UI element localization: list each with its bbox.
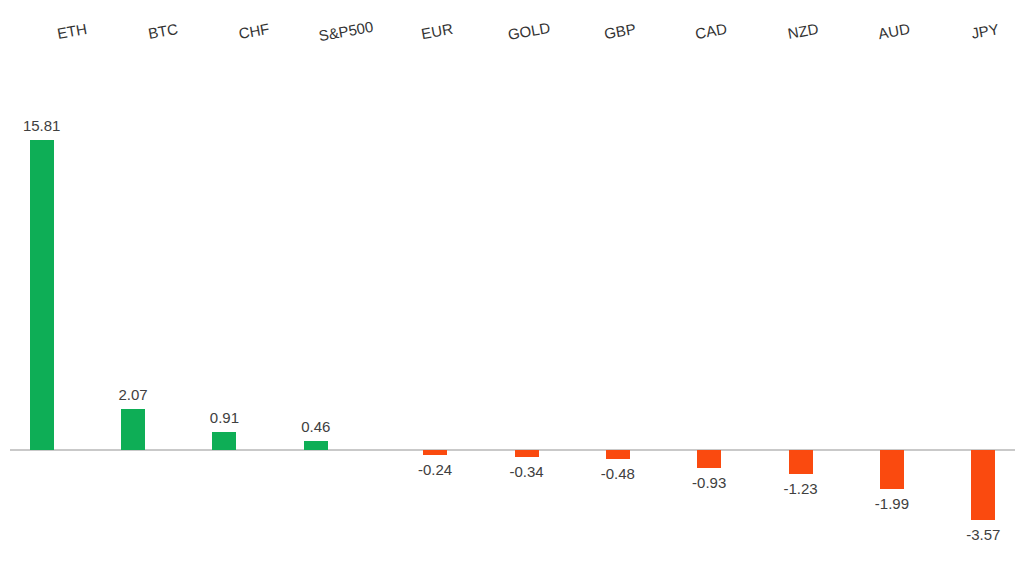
bar-cad: [697, 450, 721, 468]
value-label-jpy: -3.57: [948, 526, 1018, 543]
bar-btc: [121, 409, 145, 450]
category-label-gold: GOLD: [506, 19, 551, 43]
value-label-chf: 0.91: [189, 409, 259, 426]
bar-gbp: [606, 450, 630, 459]
bar-chf: [212, 432, 236, 450]
value-label-sp500: 0.46: [281, 418, 351, 435]
category-label-btc: BTC: [147, 20, 179, 42]
category-label-aud: AUD: [877, 20, 911, 42]
x-axis-line: [10, 449, 1015, 451]
bar-chart: ETH 15.81 BTC 2.07 CHF 0.91 S&P500 0.46 EUR -0.24…: [0, 0, 1024, 568]
bar-eth: [30, 140, 54, 450]
bar-aud: [880, 450, 904, 489]
value-label-gold: -0.34: [492, 463, 562, 480]
value-label-gbp: -0.48: [583, 465, 653, 482]
bar-nzd: [789, 450, 813, 474]
value-label-cad: -0.93: [674, 474, 744, 491]
category-label-eur: EUR: [420, 20, 454, 42]
category-label-sp500: S&P500: [317, 18, 374, 44]
value-label-aud: -1.99: [857, 495, 927, 512]
value-label-eth: 15.81: [7, 117, 77, 134]
category-label-cad: CAD: [694, 20, 728, 42]
value-label-nzd: -1.23: [766, 480, 836, 497]
bar-eur: [423, 450, 447, 455]
category-label-eth: ETH: [55, 20, 87, 42]
bar-jpy: [971, 450, 995, 520]
bar-sp500: [304, 441, 328, 450]
value-label-btc: 2.07: [98, 386, 168, 403]
bar-gold: [515, 450, 539, 457]
category-label-jpy: JPY: [970, 20, 1000, 42]
value-label-eur: -0.24: [400, 461, 470, 478]
category-label-nzd: NZD: [786, 20, 819, 42]
category-label-chf: CHF: [238, 20, 271, 42]
category-label-gbp: GBP: [603, 20, 637, 42]
